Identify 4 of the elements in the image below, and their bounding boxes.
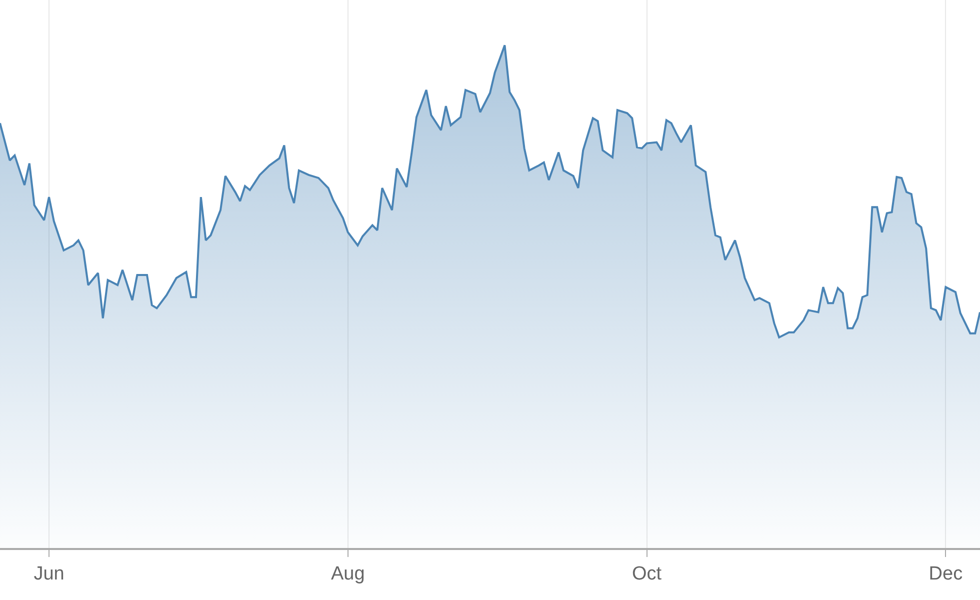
x-tick-label: Dec: [928, 564, 963, 585]
x-tick-label: Aug: [330, 564, 365, 585]
x-tick-label: Oct: [632, 564, 662, 585]
x-tick-label: Jun: [34, 564, 64, 585]
